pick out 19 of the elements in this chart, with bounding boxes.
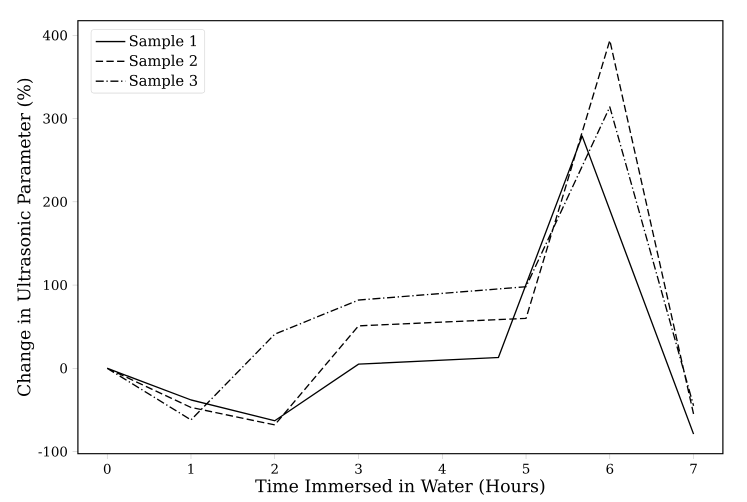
x-tick-label: 2 [271, 464, 278, 474]
legend-label: Sample 2 [130, 54, 197, 69]
y-tick-label: 400 [42, 30, 67, 40]
x-tick-label: 0 [104, 464, 111, 474]
x-tick-label: 1 [188, 464, 194, 474]
y-tick-label: 100 [44, 280, 67, 290]
y-tick-label: 200 [43, 196, 67, 207]
legend-label: Sample 3 [130, 74, 198, 89]
x-tick-label: 6 [606, 464, 614, 474]
y-axis-title: Change in Ultrasonic Parameter (%) [17, 78, 34, 396]
x-tick-label: 7 [690, 464, 697, 474]
x-tick-label: 5 [522, 464, 530, 474]
x-tick-label: 3 [355, 464, 362, 474]
x-tick-label: 4 [438, 464, 446, 474]
x-axis-title: Time Immersed in Water (Hours) [255, 478, 544, 495]
y-tick-label: 0 [60, 363, 67, 374]
y-tick-label: 300 [43, 114, 67, 124]
legend-label: Sample 1 [130, 34, 196, 50]
y-tick-label: -100 [38, 446, 67, 457]
